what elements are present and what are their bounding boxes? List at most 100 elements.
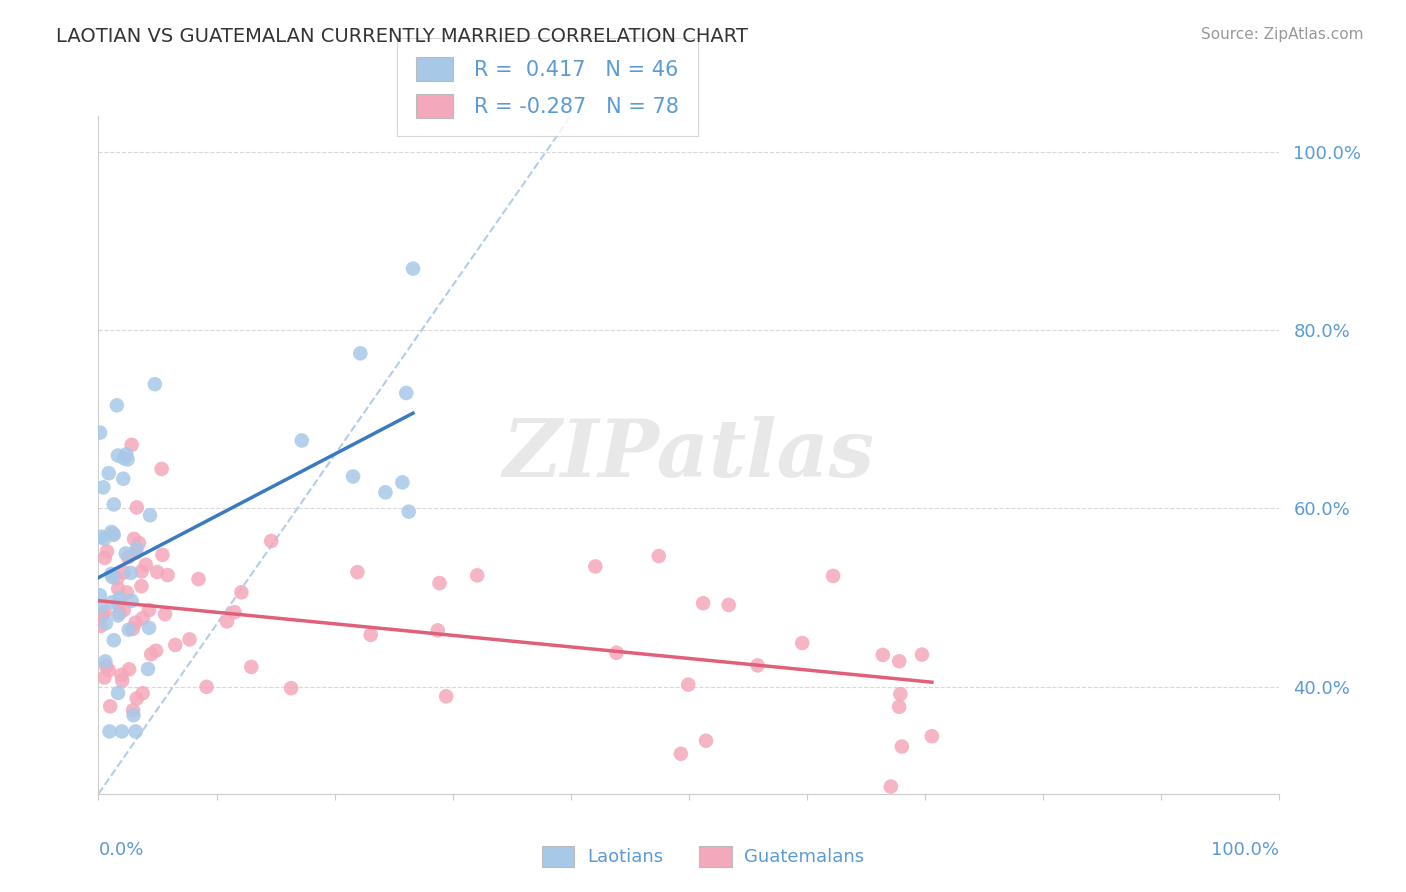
Point [90, 530, 112, 544]
Point [695, 733, 717, 747]
Point [391, 475, 413, 490]
Point [124, 615, 146, 630]
Point [118, 662, 141, 676]
Point [143, 377, 166, 392]
Point [107, 608, 129, 623]
Point [280, 681, 302, 695]
Point [880, 780, 903, 794]
Point [224, 605, 246, 619]
Point [101, 595, 124, 609]
Point [125, 541, 148, 556]
Point [112, 603, 135, 617]
Point [112, 566, 135, 580]
Text: ZIPatlas: ZIPatlas [503, 417, 875, 493]
Point [101, 526, 124, 541]
Point [153, 607, 176, 621]
Point [90, 619, 112, 633]
Point [374, 485, 396, 500]
Point [97, 663, 120, 677]
Text: 0.0%: 0.0% [98, 841, 143, 859]
Point [678, 678, 700, 692]
Point [890, 739, 912, 754]
Point [165, 638, 187, 652]
Point [103, 633, 125, 648]
Point [118, 623, 141, 637]
Point [187, 572, 209, 586]
Point [911, 648, 934, 662]
Point [131, 686, 153, 700]
Point [150, 462, 173, 476]
Point [103, 498, 125, 512]
Point [260, 534, 283, 549]
Point [96, 544, 118, 558]
Point [349, 346, 371, 360]
Point [125, 545, 148, 559]
Point [122, 708, 145, 723]
Point [108, 591, 131, 605]
Point [121, 622, 143, 636]
Point [94, 616, 117, 631]
Point [107, 582, 129, 596]
Point [124, 724, 146, 739]
Point [93, 605, 115, 619]
Point [138, 621, 160, 635]
Point [120, 566, 142, 580]
Point [108, 606, 131, 620]
Point [156, 568, 179, 582]
Point [434, 690, 457, 704]
Point [114, 546, 136, 560]
Point [146, 565, 169, 579]
Point [112, 472, 135, 486]
Point [117, 452, 139, 467]
Point [692, 596, 714, 610]
Point [125, 500, 148, 515]
Point [107, 449, 129, 463]
Point [889, 687, 911, 701]
Point [136, 662, 159, 676]
Point [100, 524, 122, 539]
Point [91, 607, 114, 622]
Point [872, 648, 894, 662]
Point [98, 699, 121, 714]
Point [117, 550, 139, 565]
Point [96, 659, 118, 673]
Point [145, 643, 167, 657]
Point [125, 691, 148, 706]
Point [215, 615, 238, 629]
Point [89, 425, 111, 440]
Point [93, 671, 115, 685]
Point [89, 599, 111, 614]
Point [94, 655, 117, 669]
Point [107, 686, 129, 700]
Point [108, 598, 131, 612]
Point [291, 434, 314, 448]
Point [717, 598, 740, 612]
Point [115, 585, 138, 599]
Point [402, 261, 425, 276]
Point [889, 699, 911, 714]
Point [115, 447, 138, 461]
Point [179, 632, 201, 647]
Point [583, 559, 606, 574]
Point [111, 673, 134, 688]
Point [346, 565, 368, 579]
Point [112, 451, 135, 466]
Point [240, 660, 263, 674]
Point [342, 469, 364, 483]
Point [131, 579, 153, 593]
Point [89, 588, 111, 602]
Point [97, 467, 120, 481]
Point [747, 658, 769, 673]
Text: Source: ZipAtlas.com: Source: ZipAtlas.com [1201, 27, 1364, 42]
Point [426, 624, 449, 638]
Point [98, 724, 121, 739]
Point [91, 480, 114, 494]
Point [103, 528, 125, 542]
Point [231, 585, 253, 599]
Point [132, 611, 155, 625]
Point [121, 438, 143, 452]
Point [889, 654, 911, 668]
Point [94, 550, 117, 565]
Point [128, 536, 150, 550]
Point [139, 508, 162, 523]
